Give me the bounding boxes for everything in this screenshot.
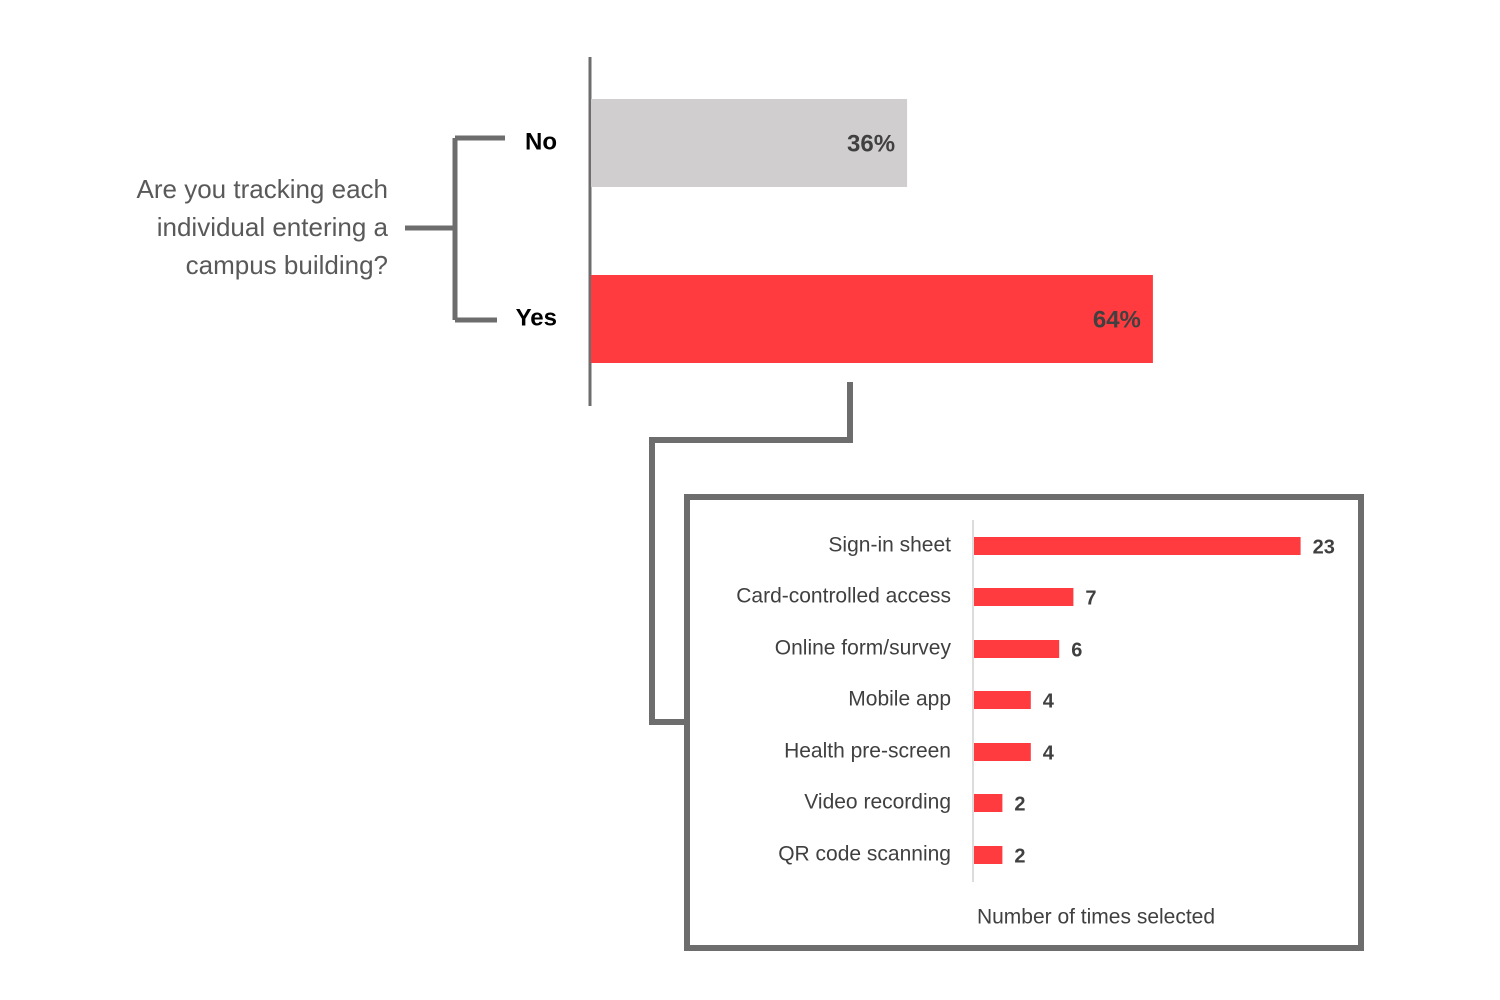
category-label: Yes — [516, 304, 557, 331]
bar — [974, 846, 1003, 864]
bar — [974, 691, 1031, 709]
value-label: 64% — [1093, 306, 1141, 333]
category-label: Video recording — [804, 791, 951, 814]
bar — [974, 537, 1301, 555]
category-label: Online form/survey — [775, 637, 952, 660]
x-axis-label: Number of times selected — [977, 906, 1215, 929]
value-label: 36% — [847, 130, 895, 157]
value-label: 2 — [1014, 845, 1025, 867]
category-label: No — [525, 128, 557, 155]
bar — [974, 743, 1031, 761]
value-label: 4 — [1043, 742, 1055, 764]
question-text: Are you tracking each individual enterin… — [136, 174, 388, 280]
value-label: 7 — [1085, 587, 1096, 609]
value-label: 4 — [1043, 690, 1055, 712]
value-label: 23 — [1313, 536, 1335, 558]
value-label: 6 — [1071, 639, 1082, 661]
bar — [974, 640, 1060, 658]
bracket — [405, 135, 505, 323]
category-label: Mobile app — [848, 688, 951, 711]
bar — [591, 275, 1153, 363]
category-label: Card-controlled access — [736, 585, 951, 608]
category-label: QR code scanning — [778, 843, 951, 866]
category-label: Sign-in sheet — [828, 534, 951, 557]
connectors — [405, 135, 1364, 951]
connector — [649, 382, 853, 725]
bar — [591, 99, 908, 187]
value-label: 2 — [1014, 793, 1025, 815]
bar — [974, 588, 1074, 606]
bar — [974, 794, 1003, 812]
category-label: Health pre-screen — [784, 740, 951, 763]
detail-box — [684, 494, 1364, 951]
